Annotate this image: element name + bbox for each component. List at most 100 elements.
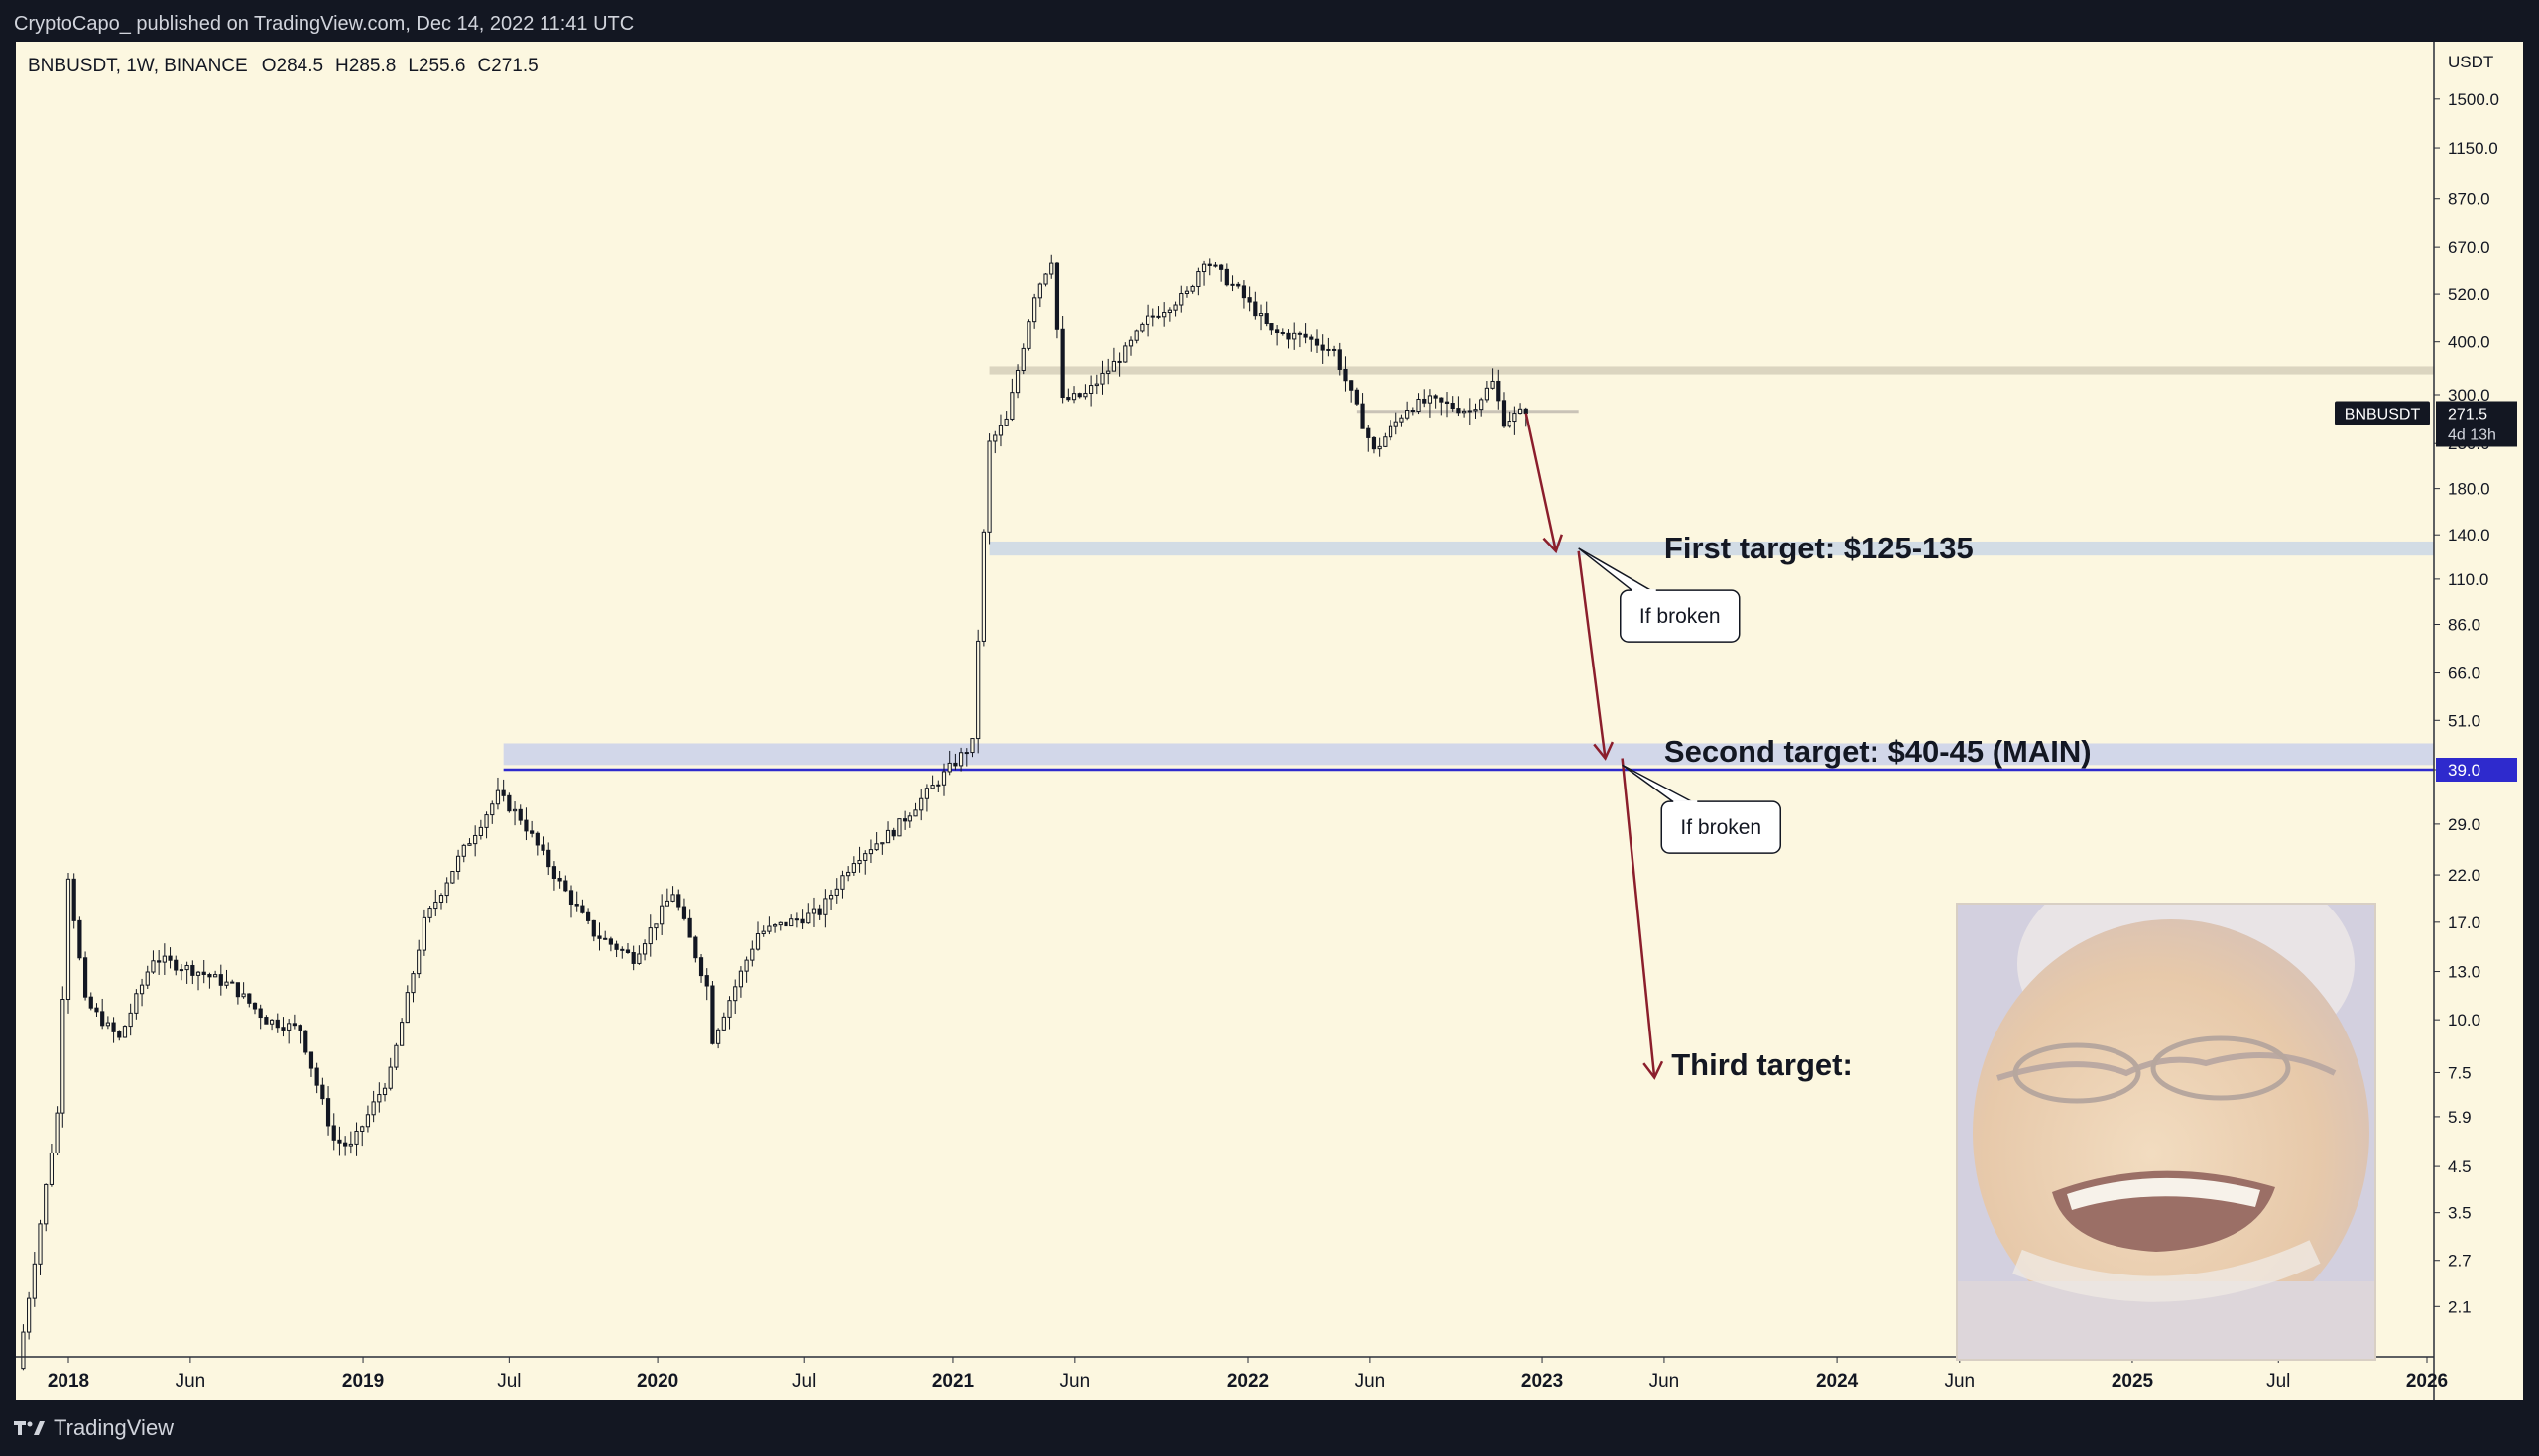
y-tick-label: 4.5 xyxy=(2448,1157,2472,1176)
candle-down xyxy=(1060,328,1065,399)
candle-down xyxy=(1354,389,1359,405)
candle-up xyxy=(512,808,518,812)
candle-down xyxy=(1450,403,1455,410)
x-tick-label: 2026 xyxy=(2406,1371,2448,1392)
candle-down xyxy=(247,993,252,1004)
candle-down xyxy=(77,919,82,959)
publish-info: CryptoCapo_ published on TradingView.com… xyxy=(14,13,635,35)
tradingview-icon xyxy=(14,1421,45,1435)
chart-frame[interactable]: First target: $125-135 Second target: $40… xyxy=(16,42,2523,1400)
x-tick-label: 2022 xyxy=(1227,1371,1269,1392)
price-chart[interactable]: First target: $125-135 Second target: $40… xyxy=(16,42,2523,1400)
candle-up xyxy=(670,894,675,902)
trend-arrow-head xyxy=(1642,1060,1664,1080)
candle-up xyxy=(44,1183,49,1225)
trend-arrow-head xyxy=(1542,534,1564,554)
candle-down xyxy=(337,1139,342,1144)
candle-up xyxy=(213,974,218,978)
candle-up xyxy=(405,992,410,1024)
candle-up xyxy=(970,738,975,754)
candle-down xyxy=(903,818,907,822)
candle-up xyxy=(1145,315,1150,325)
candle-up xyxy=(1106,370,1111,374)
candle-up xyxy=(151,960,156,973)
candle-up xyxy=(455,855,461,872)
candle-up xyxy=(1128,339,1134,347)
candle-up xyxy=(778,921,783,926)
candle-up xyxy=(1179,293,1184,306)
candle-up xyxy=(122,1026,128,1038)
trend-arrow xyxy=(1524,413,1558,552)
candle-down xyxy=(111,1022,116,1032)
candle-up xyxy=(767,925,772,932)
candle-up xyxy=(411,973,416,994)
y-tick-label: 13.0 xyxy=(2448,963,2480,982)
price-axis-bg[interactable] xyxy=(2434,42,2523,1400)
candle-down xyxy=(891,829,896,837)
candle-up xyxy=(287,1023,292,1031)
y-tick-label: 670.0 xyxy=(2448,238,2490,257)
callout-joint xyxy=(1673,800,1698,805)
last-price-label: 271.5 xyxy=(2448,406,2487,423)
candle-down xyxy=(524,819,529,832)
candle-down xyxy=(281,1027,286,1031)
candle-down xyxy=(1343,368,1348,382)
currency-label: USDT xyxy=(2448,53,2493,71)
candle-up xyxy=(195,971,201,976)
candle-up xyxy=(1167,309,1172,314)
y-tick-label: 51.0 xyxy=(2448,711,2480,730)
candle-up xyxy=(461,844,466,857)
trend-arrow xyxy=(1621,758,1656,1078)
candle-up xyxy=(897,818,902,837)
candle-down xyxy=(676,894,681,908)
candle-up xyxy=(733,986,738,1002)
candle-up xyxy=(473,834,478,845)
candle-down xyxy=(308,1051,314,1069)
candle-down xyxy=(230,981,235,984)
ohlc-high: H285.8 xyxy=(335,56,396,76)
candle-up xyxy=(360,1126,365,1132)
candle-up xyxy=(1462,410,1467,414)
candle-up xyxy=(1393,421,1398,427)
candle-up xyxy=(1490,380,1495,389)
y-tick-label: 520.0 xyxy=(2448,285,2490,303)
candle-up xyxy=(976,640,981,740)
candle-up xyxy=(846,871,851,877)
candle-down xyxy=(1366,427,1371,438)
symbol-text: BNBUSDT, 1W, BINANCE xyxy=(28,56,248,76)
candle-down xyxy=(174,959,179,971)
candle-up xyxy=(874,843,879,851)
candle-down xyxy=(817,908,822,915)
callout-text: If broken xyxy=(1680,816,1761,839)
x-tick-label: Jun xyxy=(1355,1371,1386,1392)
trend-arrow-head xyxy=(1593,741,1615,761)
candle-up xyxy=(1111,360,1117,372)
candle-down xyxy=(1156,315,1161,318)
candle-up xyxy=(913,809,918,817)
tradingview-logo[interactable]: TradingView xyxy=(14,1415,174,1441)
candle-down xyxy=(580,905,585,913)
second-target-zone xyxy=(503,743,2434,766)
candle-down xyxy=(1360,403,1365,429)
candle-up xyxy=(438,895,444,903)
candle-up xyxy=(1512,413,1517,423)
callout-text: If broken xyxy=(1639,605,1721,628)
candle-up xyxy=(789,918,794,927)
y-tick-label: 870.0 xyxy=(2448,190,2490,209)
candle-up xyxy=(868,849,874,855)
candle-down xyxy=(608,938,613,945)
candle-down xyxy=(1439,397,1444,403)
candle-down xyxy=(1297,332,1302,335)
candle-down xyxy=(1303,333,1308,338)
candle-down xyxy=(800,918,805,924)
candle-up xyxy=(1043,273,1048,285)
candle-up xyxy=(919,797,924,811)
candle-up xyxy=(450,870,455,884)
candle-up xyxy=(184,964,189,971)
tradingview-label: TradingView xyxy=(54,1415,175,1440)
countdown-label: 4d 13h xyxy=(2448,426,2496,443)
candle-down xyxy=(190,964,195,976)
candle-up xyxy=(422,916,426,951)
candle-down xyxy=(218,974,223,986)
candle-up xyxy=(654,923,659,929)
